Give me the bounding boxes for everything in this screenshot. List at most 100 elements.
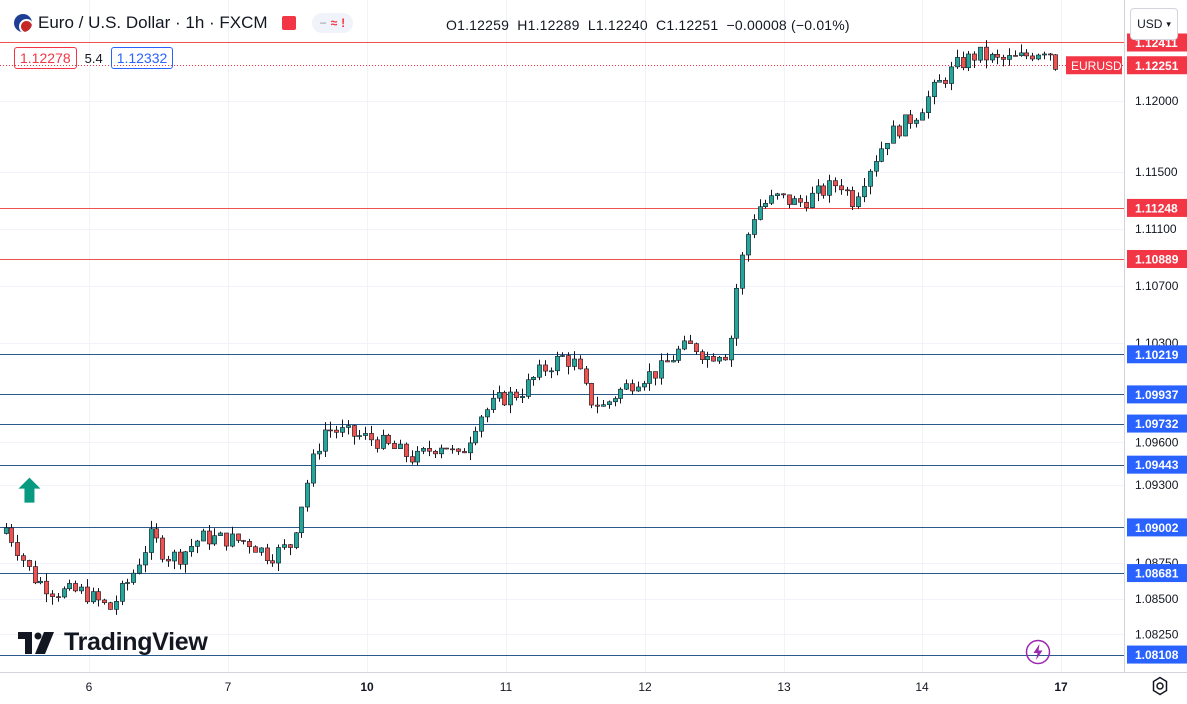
candle-up [949, 66, 954, 84]
candle-up [323, 429, 328, 452]
bolt-icon[interactable] [1025, 639, 1051, 665]
candle-down [653, 371, 658, 379]
price-change: −0.00008 (−0.01%) [726, 17, 850, 33]
time-tick-label: 13 [777, 680, 791, 694]
candle-down [723, 356, 728, 361]
arrow-up-icon [18, 477, 41, 503]
candle-down [1053, 54, 1058, 70]
candle-down [386, 434, 391, 444]
market-status-icon[interactable] [281, 16, 296, 30]
level-tag-bg [1127, 645, 1187, 664]
candle-down [584, 368, 589, 384]
candle-up [67, 583, 72, 590]
candle-down [1013, 55, 1018, 57]
candle-up [978, 46, 983, 61]
candle-down [711, 356, 716, 362]
level-price-tag: 1.11248 [1127, 198, 1187, 217]
candle-up [346, 425, 351, 428]
candle-up [729, 337, 734, 361]
level-tag-label: 1.11248 [1135, 201, 1178, 215]
level-price-tag: 1.09732 [1127, 414, 1187, 433]
candle-up [497, 392, 502, 399]
candle-down [375, 439, 380, 449]
candle-down [265, 547, 270, 561]
price-axis[interactable]: 1.120001.115001.111001.107001.103001.096… [1066, 33, 1187, 664]
candle-up [752, 219, 757, 235]
candle-down [328, 429, 333, 432]
candle-up [874, 161, 879, 172]
tradingview-logo[interactable]: TradingView [18, 628, 208, 657]
candle-up [485, 409, 490, 418]
level-price-tag: 1.08108 [1127, 645, 1187, 664]
currency-select[interactable]: USD ▾ [1130, 8, 1178, 40]
candle-up [317, 450, 322, 455]
time-axis[interactable]: 6 7 10 11 12 13 14 17 [86, 680, 1068, 694]
candle-down [821, 185, 826, 196]
buy-price-button[interactable]: 1.12332 [110, 47, 174, 69]
candle-down [839, 185, 844, 191]
candle-up [1036, 54, 1041, 60]
level-tag-bg [1127, 345, 1187, 364]
candle-up [937, 80, 942, 83]
candle-down [984, 46, 989, 61]
candle-up [531, 376, 536, 381]
candle-up [120, 583, 125, 602]
candle-up [230, 533, 235, 547]
settings-gear-icon[interactable] [1150, 676, 1170, 696]
candle-down [56, 596, 61, 598]
candle-down [798, 198, 803, 203]
level-tag-label: 1.09937 [1135, 388, 1179, 402]
candle-up [816, 185, 821, 194]
candle-up [903, 114, 908, 137]
time-tick-label: 11 [500, 680, 513, 694]
candle-down [427, 448, 432, 452]
candle-up [1007, 55, 1012, 60]
candle-up [299, 506, 304, 534]
candle-up [520, 396, 525, 399]
sell-price-button[interactable]: 1.12278 [14, 47, 77, 69]
candle-up [856, 196, 861, 207]
candle-up [885, 142, 890, 150]
candle-down [502, 392, 507, 406]
spread-value: 5.4 [84, 50, 103, 66]
candle-down [961, 57, 966, 69]
candle-up [613, 398, 618, 403]
candle-down [369, 433, 374, 441]
candle-up [79, 586, 84, 592]
symbol-title[interactable]: Euro / U.S. Dollar · 1h · FXCM [38, 13, 268, 32]
candle-up [276, 547, 281, 564]
candle-up [775, 193, 780, 196]
candle-down [578, 358, 583, 370]
candle-up [758, 206, 763, 220]
chart-header: Euro / U.S. Dollar · 1h · FXCM − ≈ ! O1.… [0, 0, 1120, 48]
candle-down [73, 583, 78, 592]
candle-up [473, 430, 478, 444]
candle-up [62, 588, 67, 598]
level-price-tag: 1.10219 [1127, 345, 1187, 364]
indicators-pill[interactable]: − ≈ ! [311, 13, 354, 33]
candle-down [224, 532, 229, 547]
candle-up [891, 125, 896, 144]
candle-down [700, 351, 705, 360]
candle-up [862, 186, 867, 198]
level-tag-bg [1127, 385, 1187, 404]
candle-down [154, 528, 159, 539]
candle-up [149, 528, 154, 553]
candle-up [415, 450, 420, 463]
candle-down [995, 54, 1000, 58]
candle-down [630, 383, 635, 392]
candle-down [543, 364, 548, 372]
candle-up [340, 427, 345, 433]
candle-down [44, 580, 49, 595]
candle-down [833, 180, 838, 187]
candle-up [439, 447, 444, 455]
level-tag-label: 1.08108 [1135, 648, 1179, 662]
candle-up [137, 564, 142, 574]
candle-down [943, 80, 948, 84]
candle-up [572, 358, 577, 367]
candle-down [781, 193, 786, 196]
candle-down [462, 451, 467, 454]
candle-up [305, 482, 310, 508]
candle-up [926, 96, 931, 113]
